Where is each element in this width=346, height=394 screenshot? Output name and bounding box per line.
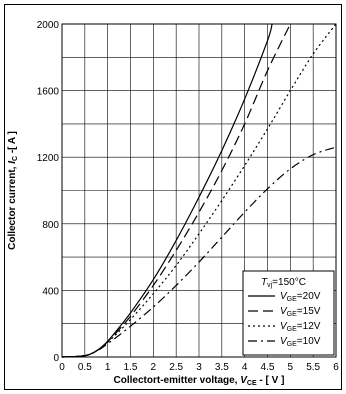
plot-area-border (61, 23, 337, 358)
legend-label-20v: VGE=20V (280, 291, 321, 303)
x-tick-label: 4.5 (261, 362, 275, 373)
x-tick-label: 6 (333, 362, 339, 373)
x-tick-label: 2.5 (169, 362, 183, 373)
x-tick-label: 3 (196, 362, 202, 373)
curve-vge-15v (61, 23, 291, 358)
y-axis-label: Collector current, IC -[ A ] (7, 131, 19, 250)
x-tick-label: 5 (288, 362, 294, 373)
y-tick-label: 0 (53, 353, 59, 364)
y-tick-label: 1600 (37, 87, 60, 98)
x-axis-label: Collectort-emitter voltage, VCE - [ V ] (114, 375, 285, 387)
y-tick-labels: 0 400 800 1200 1600 2000 (37, 20, 60, 364)
y-tick-label: 1200 (37, 153, 60, 164)
chart-frame (4, 4, 342, 390)
x-tick-label: 1 (105, 362, 111, 373)
legend-items: VGE=20V VGE=15V VGE=12V VGE=10V (248, 291, 321, 348)
legend-box (242, 270, 335, 356)
y-tick-label: 2000 (37, 20, 60, 31)
curve-vge-10v (61, 146, 337, 358)
legend-label-10v: VGE=10V (280, 336, 321, 348)
x-tick-label: 3.5 (215, 362, 229, 373)
curves (61, 23, 337, 358)
x-tick-label: 5.5 (306, 362, 320, 373)
x-tick-label: 1.5 (124, 362, 138, 373)
curve-vge-20v (61, 23, 273, 358)
y-tick-label: 800 (42, 220, 59, 231)
legend-label-12v: VGE=12V (280, 321, 321, 333)
x-tick-label: 2 (151, 362, 157, 373)
x-tick-label: 0 (59, 362, 65, 373)
legend-header: Tvj=150°C (261, 277, 306, 289)
x-tick-labels: 0 0.5 1 1.5 2 2.5 3 3.5 4 4.5 5 5.5 6 (59, 362, 339, 373)
legend: Tvj=150°C VGE=20V VGE=15V VGE=12V VGE=10V (242, 270, 335, 356)
y-tick-label: 400 (42, 286, 59, 297)
x-tick-label: 4 (242, 362, 248, 373)
x-tick-label: 0.5 (78, 362, 92, 373)
legend-label-15v: VGE=15V (280, 306, 321, 318)
